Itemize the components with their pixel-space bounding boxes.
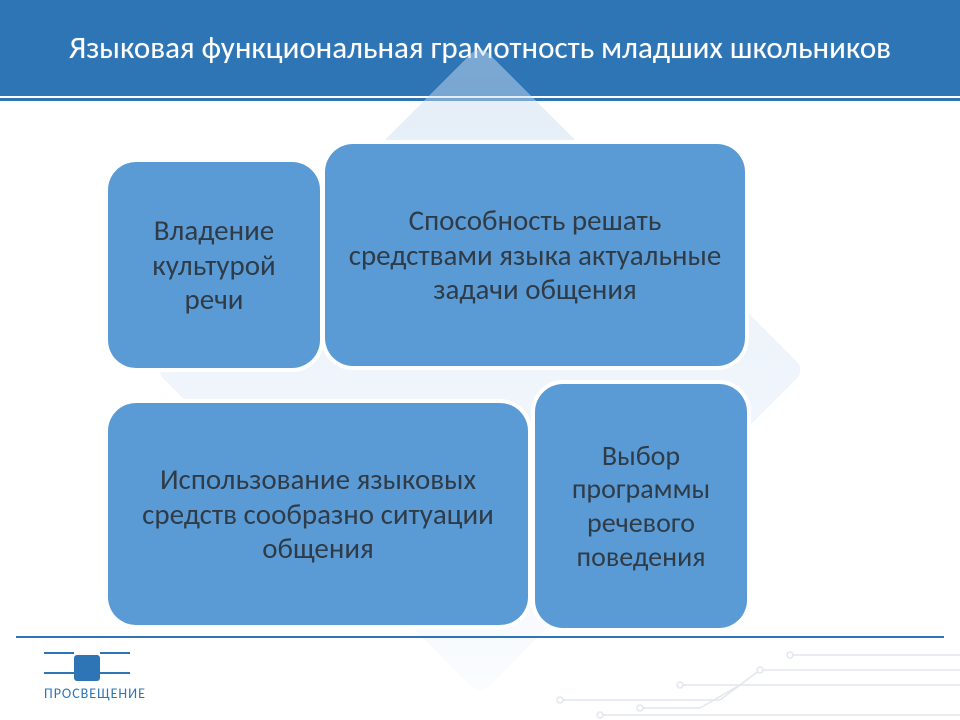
logo-mark-icon — [74, 655, 100, 681]
concept-box-culture-of-speech: Владение культурой речи — [108, 162, 320, 368]
publisher-logo: ПРОСВЕЩЕНИЕ — [44, 644, 264, 702]
logo-text: ПРОСВЕЩЕНИЕ — [44, 685, 146, 702]
concept-box-label: Выбор программы речевого поведения — [553, 439, 729, 573]
concept-box-label: Владение культурой речи — [126, 213, 302, 317]
circuit-decoration — [540, 630, 960, 720]
concept-box-label: Способность решать средствами языка акту… — [343, 203, 727, 307]
concept-box-speech-behavior: Выбор программы речевого поведения — [535, 384, 747, 628]
concept-box-label: Использование языковых средств сообразно… — [126, 462, 510, 566]
concept-box-solve-tasks: Способность решать средствами языка акту… — [325, 144, 745, 366]
slide: Языковая функциональная грамотность млад… — [0, 0, 960, 720]
concept-box-language-means: Использование языковых средств сообразно… — [108, 403, 528, 625]
